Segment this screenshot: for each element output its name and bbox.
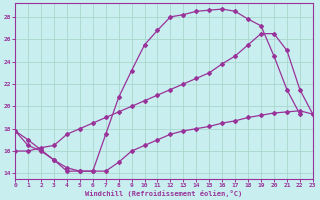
X-axis label: Windchill (Refroidissement éolien,°C): Windchill (Refroidissement éolien,°C) <box>85 190 243 197</box>
